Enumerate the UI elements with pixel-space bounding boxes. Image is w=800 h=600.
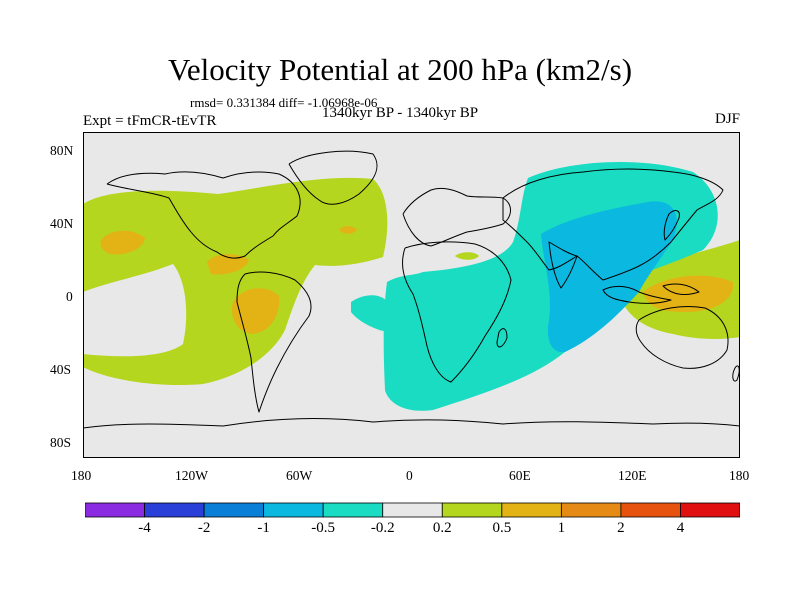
- season-label: DJF: [714, 111, 740, 127]
- coastline-indonesia: [602, 285, 672, 304]
- coastline-asia: [502, 168, 724, 281]
- coastline-greenland: [288, 150, 378, 205]
- coastline-north-america: [106, 171, 301, 259]
- colorbar-label: 0.2: [432, 520, 452, 536]
- positive-core-central-america: [207, 254, 249, 275]
- map-title: Velocity Potential at 200 hPa (km2/s): [167, 52, 633, 87]
- colorbar-label: 0.5: [492, 520, 512, 536]
- colorbar-label: -4: [138, 520, 151, 536]
- positive-core-south-america: [231, 288, 280, 334]
- colorbar-swatch-0: [84, 502, 145, 518]
- velocity-potential-map: [83, 132, 740, 458]
- positive-core-atlantic-small: [339, 226, 357, 234]
- lon-tick-120w: 120W: [175, 468, 208, 483]
- lon-tick-60w: 60W: [286, 468, 313, 483]
- period-label: 1340kyr BP - 1340kyr BP: [322, 105, 479, 121]
- colorbar-label: 2: [617, 520, 625, 536]
- coastline-europe: [402, 187, 511, 247]
- colorbar-swatch-5: [382, 502, 443, 518]
- negative-anomaly-core-asia: [541, 201, 677, 353]
- lat-tick-40n: 40N: [50, 216, 74, 231]
- colorbar-swatch-2: [203, 502, 265, 518]
- lon-tick-180-right: 180: [729, 468, 750, 483]
- colorbar-swatch-3: [263, 502, 324, 518]
- colorbar-swatch-7: [501, 502, 562, 518]
- lat-tick-0: 0: [66, 289, 73, 304]
- colorbar-swatch-4: [322, 502, 384, 518]
- colorbar: [84, 502, 741, 523]
- coastline-new-zealand: [732, 365, 740, 382]
- lon-tick-60e: 60E: [509, 468, 531, 483]
- coastline-antarctica: [83, 418, 740, 429]
- colorbar-label: -0.5: [311, 520, 336, 536]
- positive-anomaly-blob-africa: [455, 252, 479, 260]
- lon-tick-0: 0: [406, 468, 413, 483]
- coastline-south-america: [236, 271, 312, 413]
- colorbar-swatch-10: [680, 502, 741, 518]
- lon-tick-180-left: 180: [71, 468, 92, 483]
- colorbar-label: -1: [257, 520, 270, 536]
- colorbar-swatch-6: [441, 502, 503, 518]
- colorbar-swatches: [84, 502, 741, 518]
- colorbar-label: 4: [676, 520, 685, 536]
- coastline-australia: [635, 306, 729, 369]
- colorbar-label: -2: [197, 520, 211, 536]
- coastline-new-guinea: [662, 283, 700, 295]
- colorbar-label: 1: [557, 520, 566, 536]
- experiment-label: Expt = tFmCR-tEvTR: [83, 113, 217, 129]
- lat-tick-40s: 40S: [50, 362, 72, 377]
- lat-tick-80n: 80N: [50, 143, 74, 158]
- negative-anomaly-region-south-atlantic: [351, 295, 388, 332]
- coastline-japan: [663, 210, 680, 241]
- ocean-gap-pacific: [83, 264, 187, 357]
- coastline-indian-subcontinent: [548, 241, 578, 289]
- map-border: [83, 132, 740, 458]
- positive-core-pacific: [100, 230, 145, 255]
- coastlines: [83, 150, 740, 429]
- colorbar-label: -0.2: [370, 520, 395, 536]
- colorbar-swatch-9: [620, 502, 681, 518]
- colorbar-swatch-1: [144, 502, 205, 518]
- stats-label: rmsd= 0.331384 diff= -1.06968e-06: [190, 95, 378, 110]
- lon-tick-120e: 120E: [618, 468, 647, 483]
- colorbar-swatch-8: [560, 502, 622, 518]
- coastline-africa: [402, 241, 512, 383]
- coastline-madagascar: [496, 328, 508, 348]
- lat-tick-80s: 80S: [50, 435, 72, 450]
